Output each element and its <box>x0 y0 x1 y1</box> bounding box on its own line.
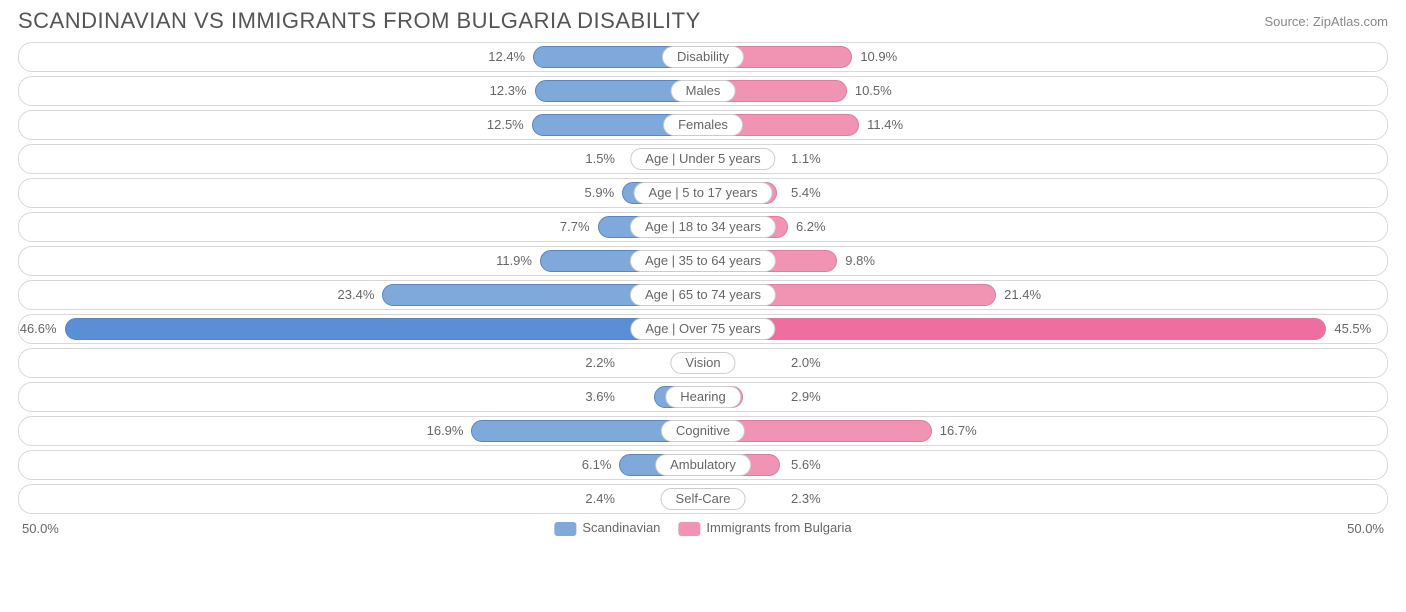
value-left: 12.3% <box>490 83 527 98</box>
chart-row: Males 12.3% 10.5% <box>18 76 1388 106</box>
row-label: Age | 5 to 17 years <box>634 182 773 204</box>
chart-row: Cognitive 16.9% 16.7% <box>18 416 1388 446</box>
legend-item-left: Scandinavian <box>554 520 660 536</box>
chart-row: Age | Over 75 years 46.6% 45.5% <box>18 314 1388 344</box>
value-right: 5.4% <box>791 185 821 200</box>
value-left: 11.9% <box>496 253 532 268</box>
chart-row: Self-Care 2.4% 2.3% <box>18 484 1388 514</box>
value-right: 6.2% <box>796 219 826 234</box>
axis-row: 50.0% 50.0% Scandinavian Immigrants from Bu… <box>18 518 1388 542</box>
value-right: 2.9% <box>791 389 821 404</box>
value-left: 6.1% <box>582 457 612 472</box>
chart-source: Source: ZipAtlas.com <box>1264 14 1388 29</box>
chart-row: Vision 2.2% 2.0% <box>18 348 1388 378</box>
value-left: 2.2% <box>585 355 615 370</box>
row-label: Hearing <box>665 386 741 408</box>
value-right: 1.1% <box>791 151 821 166</box>
value-left: 46.6% <box>20 321 57 336</box>
row-label: Age | 65 to 74 years <box>630 284 776 306</box>
value-left: 1.5% <box>585 151 615 166</box>
value-right: 11.4% <box>867 117 903 132</box>
axis-label-left: 50.0% <box>22 521 59 536</box>
value-left: 2.4% <box>585 491 615 506</box>
legend: Scandinavian Immigrants from Bulgaria <box>554 520 851 536</box>
value-left: 12.4% <box>488 49 525 64</box>
chart-row: Age | 65 to 74 years 23.4% 21.4% <box>18 280 1388 310</box>
row-label: Age | 35 to 64 years <box>630 250 776 272</box>
value-right: 21.4% <box>1004 287 1041 302</box>
value-right: 45.5% <box>1334 321 1371 336</box>
value-right: 9.8% <box>845 253 875 268</box>
value-right: 16.7% <box>940 423 977 438</box>
row-label: Age | Under 5 years <box>630 148 775 170</box>
row-label: Cognitive <box>661 420 745 442</box>
legend-swatch-left <box>554 522 576 536</box>
chart-area: Disability 12.4% 10.9% Males 12.3% 10.5% Femal… <box>0 40 1406 542</box>
chart-row: Age | 5 to 17 years 5.9% 5.4% <box>18 178 1388 208</box>
row-label: Age | 18 to 34 years <box>630 216 776 238</box>
chart-row: Disability 12.4% 10.9% <box>18 42 1388 72</box>
value-left: 12.5% <box>487 117 524 132</box>
row-label: Disability <box>662 46 744 68</box>
chart-row: Females 12.5% 11.4% <box>18 110 1388 140</box>
legend-label-right: Immigrants from Bulgaria <box>706 520 851 535</box>
row-label: Females <box>663 114 743 136</box>
value-left: 23.4% <box>338 287 375 302</box>
value-left: 5.9% <box>585 185 615 200</box>
chart-row: Age | 18 to 34 years 7.7% 6.2% <box>18 212 1388 242</box>
bar-right <box>703 318 1326 340</box>
legend-swatch-right <box>678 522 700 536</box>
value-left: 3.6% <box>585 389 615 404</box>
chart-row: Age | 35 to 64 years 11.9% 9.8% <box>18 246 1388 276</box>
chart-row: Hearing 3.6% 2.9% <box>18 382 1388 412</box>
chart-row: Ambulatory 6.1% 5.6% <box>18 450 1388 480</box>
value-left: 16.9% <box>427 423 464 438</box>
chart-header: SCANDINAVIAN VS IMMIGRANTS FROM BULGARIA… <box>0 0 1406 40</box>
value-right: 10.5% <box>855 83 892 98</box>
row-label: Age | Over 75 years <box>630 318 775 340</box>
row-label: Males <box>671 80 736 102</box>
legend-label-left: Scandinavian <box>582 520 660 535</box>
row-label: Ambulatory <box>655 454 751 476</box>
axis-label-right: 50.0% <box>1347 521 1384 536</box>
row-label: Vision <box>670 352 735 374</box>
chart-row: Age | Under 5 years 1.5% 1.1% <box>18 144 1388 174</box>
value-right: 5.6% <box>791 457 821 472</box>
legend-item-right: Immigrants from Bulgaria <box>678 520 851 536</box>
bar-left <box>65 318 703 340</box>
value-right: 10.9% <box>860 49 897 64</box>
value-right: 2.0% <box>791 355 821 370</box>
value-left: 7.7% <box>560 219 590 234</box>
value-right: 2.3% <box>791 491 821 506</box>
chart-title: SCANDINAVIAN VS IMMIGRANTS FROM BULGARIA… <box>18 8 701 34</box>
row-label: Self-Care <box>661 488 746 510</box>
